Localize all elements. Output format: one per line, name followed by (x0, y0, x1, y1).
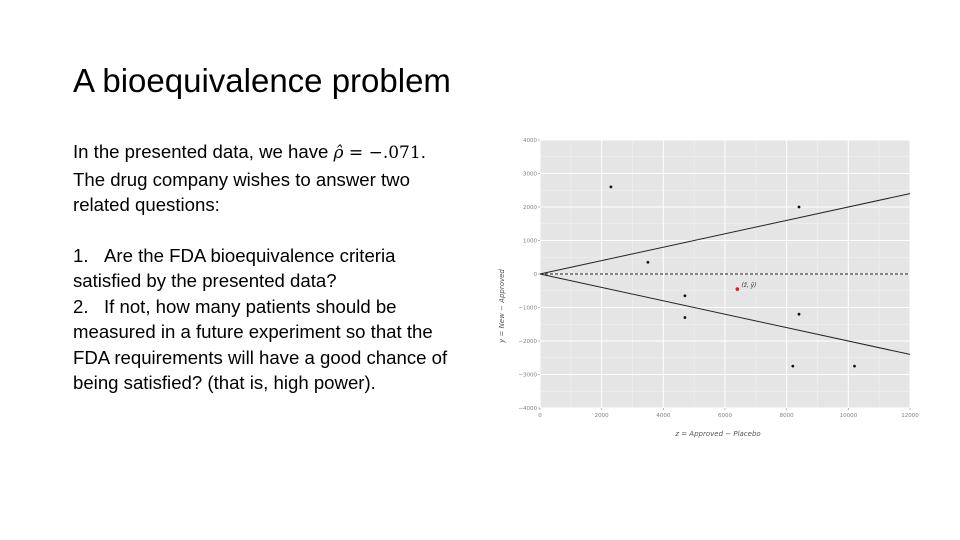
x-axis-label: z = Approved − Placebo (674, 430, 760, 438)
rho-symbol: ρ̂ (333, 143, 344, 163)
question-2-line-4: being satisfied? (that is, high power). (73, 372, 376, 393)
x-tick-label: 4000 (656, 413, 670, 419)
y-tick-label: −3000 (518, 373, 537, 379)
y-tick-label: 3000 (523, 172, 537, 178)
y-tick-label: −1000 (518, 306, 537, 312)
y-axis-label: y = New − Approved (498, 269, 506, 344)
rho-equation: ρ̂ = −.071 (334, 143, 421, 163)
intro-line-2: The drug company wishes to answer two (73, 168, 410, 190)
data-point (646, 260, 650, 264)
question-2-line-2: measured in a future experiment so that … (73, 321, 433, 342)
data-point (683, 316, 687, 319)
axis-ticks: 0 2000 4000 6000 8000 10000 12000−4000−3000−20… (518, 138, 919, 419)
y-tick-label: 2000 (523, 205, 537, 211)
x-tick-label: 0 (538, 413, 542, 419)
slide-body: In the presented data, we have ρ̂ = −.07… (73, 139, 493, 396)
data-points: (z̄, ȳ) (609, 185, 856, 368)
data-point (797, 312, 801, 316)
x-tick-label: 12000 (901, 413, 919, 419)
rho-equals: = (348, 143, 364, 163)
x-tick-label: 6000 (718, 413, 732, 419)
question-2-line-3: FDA requirements will have a good chance… (73, 346, 448, 368)
bound-line-2 (539, 273, 911, 355)
question-2-line-1: 2. If not, how many patients should be (73, 295, 397, 317)
rho-period: . (420, 141, 426, 162)
y-tick-label: 4000 (523, 138, 537, 144)
paragraph-gap (73, 218, 493, 243)
question-1-line-1: 1. Are the FDA bioequivalence criteria (73, 244, 396, 266)
y-tick-label: 1000 (523, 239, 537, 245)
y-tick-label: −2000 (518, 339, 537, 345)
y-tick-label: 0 (534, 272, 538, 278)
bound-line-1 (539, 193, 911, 275)
axis-labels: z = Approved − Placebo y = New − Approve… (498, 269, 761, 438)
mean-point (735, 287, 740, 291)
intro-line-1-text: In the presented data, we have (73, 141, 329, 162)
x-tick-label: 10000 (840, 413, 858, 419)
y-tick-label: −4000 (518, 406, 537, 412)
data-point (609, 185, 613, 189)
scatter-chart: (z̄, ȳ) 0 2000 4000 6000 8000 10000 12000−4000… (498, 138, 919, 438)
intro-line-1: In the presented data, we have ρ̂ = −.07… (73, 139, 493, 167)
mean-point-label: (z̄, ȳ) (741, 282, 756, 289)
intro-line-3: related questions: (73, 194, 220, 215)
slide-title: A bioequivalence problem (73, 62, 451, 99)
x-tick-label: 8000 (780, 413, 794, 419)
x-tick-label: 2000 (595, 413, 609, 419)
question-1-line-2: satisfied by the presented data? (73, 270, 337, 291)
rho-value: −.071 (368, 143, 421, 163)
data-point (797, 205, 801, 209)
reference-lines (539, 193, 911, 355)
data-point (791, 364, 795, 368)
data-point (683, 294, 687, 298)
data-point (853, 364, 856, 368)
